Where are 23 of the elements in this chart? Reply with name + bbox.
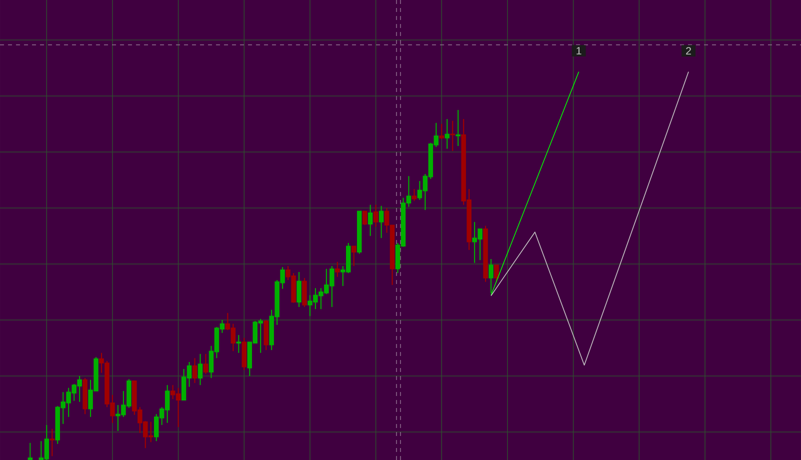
- candlestick: [351, 246, 356, 267]
- text: 2: [686, 47, 691, 55]
- candlestick: [412, 188, 417, 202]
- candlestick: [302, 277, 307, 308]
- candlestick: [368, 204, 373, 236]
- candlestick: [203, 353, 208, 374]
- candlestick: [378, 205, 384, 239]
- candlestick: [373, 204, 378, 228]
- candlestick: [236, 334, 242, 354]
- candlestick: [264, 319, 268, 351]
- candlestick: [494, 264, 499, 282]
- candlestick: [450, 120, 455, 152]
- candlestick: [335, 261, 340, 278]
- candlestick: [456, 109, 460, 147]
- candlestick: [198, 353, 203, 386]
- text: 1: [576, 47, 582, 54]
- candlestick: [488, 258, 494, 294]
- candlestick: [362, 210, 368, 226]
- candlestick: [439, 123, 444, 140]
- candlestick: [444, 118, 450, 150]
- candlestick: [296, 271, 302, 308]
- candlestick: [192, 358, 198, 384]
- candlestick: [50, 428, 55, 457]
